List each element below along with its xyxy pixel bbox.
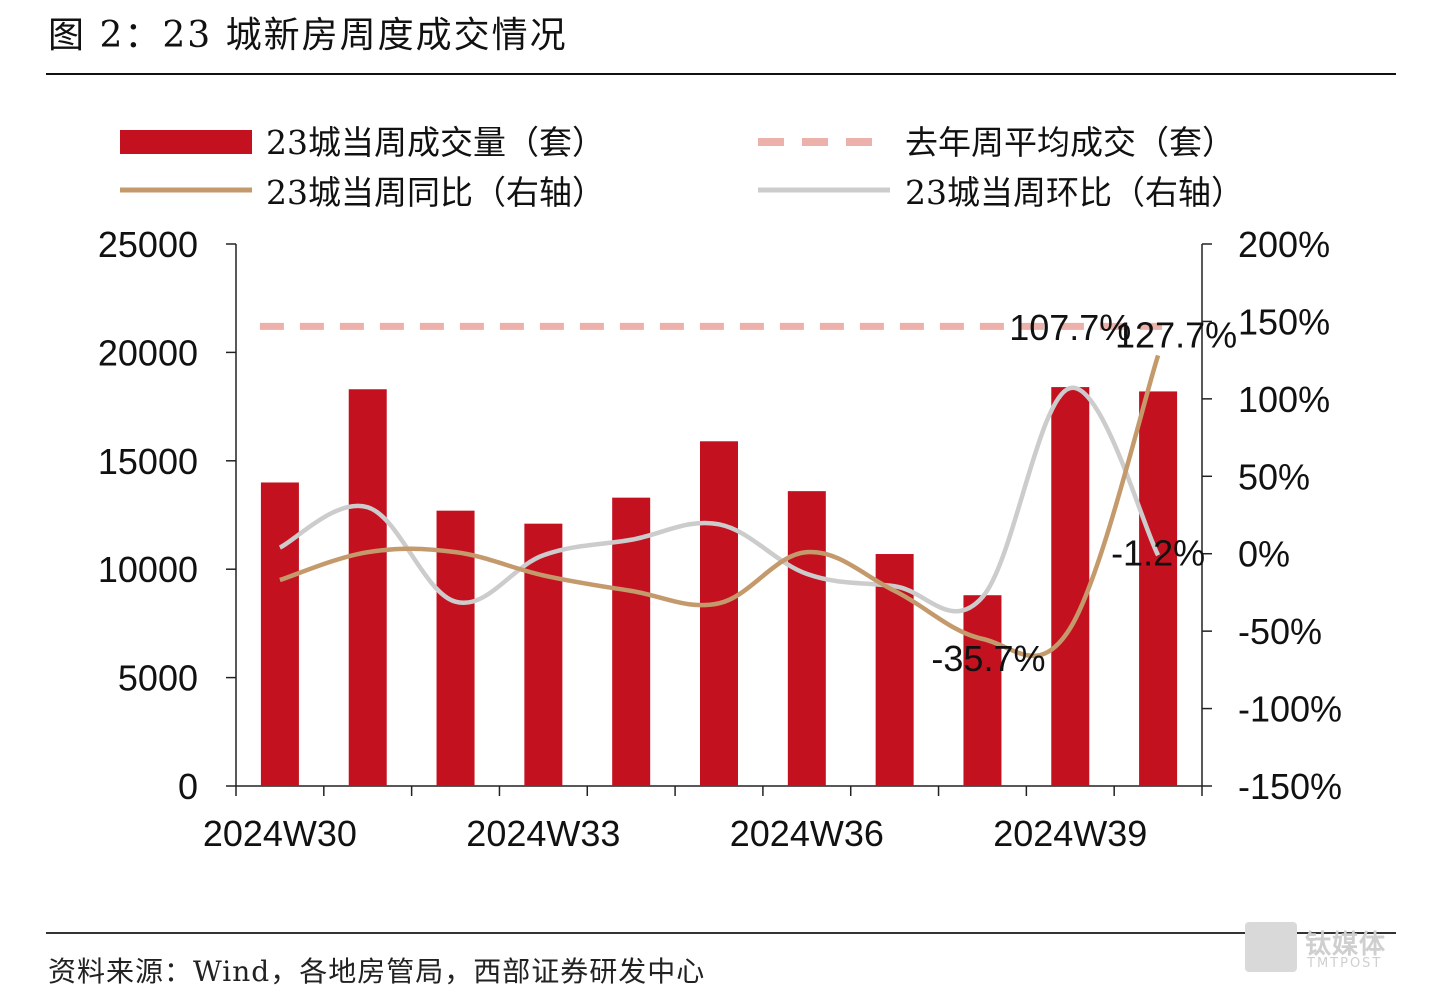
data-label: 107.7% — [1009, 307, 1131, 348]
right-tick-label: 0% — [1238, 534, 1290, 575]
watermark: 钛媒体 TMTPOST — [1245, 922, 1395, 974]
title-divider — [46, 73, 1396, 75]
bar — [1139, 391, 1178, 786]
bar — [787, 491, 826, 786]
legend-label-mom: 23城当周环比（右轴） — [905, 173, 1244, 212]
right-tick-label: -100% — [1238, 689, 1342, 730]
right-tick-label: 50% — [1238, 456, 1310, 497]
legend-swatch-bars — [120, 130, 252, 154]
bar — [612, 497, 651, 786]
series-lines — [259, 322, 1163, 659]
chart-title: 图 2：23 城新房周度成交情况 — [48, 15, 568, 56]
left-tick-label: 0 — [178, 766, 198, 807]
bar — [963, 595, 1002, 786]
data-label: -35.7% — [931, 638, 1045, 679]
bar — [1051, 387, 1090, 786]
watermark-sub: TMTPOST — [1307, 956, 1383, 971]
x-tick-label: 2024W33 — [466, 813, 620, 854]
mom-line — [278, 385, 1161, 614]
x-tick-label: 2024W30 — [203, 813, 357, 854]
bar — [260, 482, 299, 786]
right-tick-label: -150% — [1238, 766, 1342, 807]
right-tick-label: -50% — [1238, 611, 1322, 652]
axes: 0 5000 10000 15000 20000 25000 -150% -100% -50% 0… — [98, 224, 1342, 854]
legend-label-yoy: 23城当周同比（右轴） — [266, 173, 605, 212]
legend-label-avg: 去年周平均成交（套） — [905, 123, 1235, 162]
data-label: 127.7% — [1115, 314, 1237, 355]
legend-label-bars: 23城当周成交量（套） — [266, 123, 605, 162]
x-tick-label: 2024W39 — [993, 813, 1147, 854]
watermark-brand: 钛媒体 — [1305, 930, 1387, 960]
left-tick-label: 25000 — [98, 224, 198, 265]
source-note: 资料来源：Wind，各地房管局，西部证券研发中心 — [48, 955, 706, 988]
left-tick-label: 20000 — [98, 332, 198, 373]
source-divider — [46, 932, 1396, 934]
x-tick-label: 2024W36 — [730, 813, 884, 854]
bar — [700, 441, 738, 786]
right-tick-label: 200% — [1238, 224, 1330, 265]
bars — [260, 387, 1178, 786]
bar — [348, 389, 387, 786]
legend: 23城当周成交量（套） 去年周平均成交（套） 23城当周同比（右轴） 23城当周… — [120, 123, 1244, 212]
left-tick-label: 5000 — [118, 658, 198, 699]
data-labels: 107.7%127.7% -1.2% -35.7% — [931, 307, 1237, 679]
left-tick-label: 15000 — [98, 441, 198, 482]
bar — [524, 523, 563, 786]
right-tick-label: 150% — [1238, 301, 1330, 342]
right-tick-label: 100% — [1238, 379, 1330, 420]
left-tick-label: 10000 — [98, 549, 198, 590]
data-label: -1.2% — [1111, 532, 1205, 573]
yoy-line — [279, 354, 1161, 659]
watermark-logo-icon — [1245, 922, 1297, 972]
